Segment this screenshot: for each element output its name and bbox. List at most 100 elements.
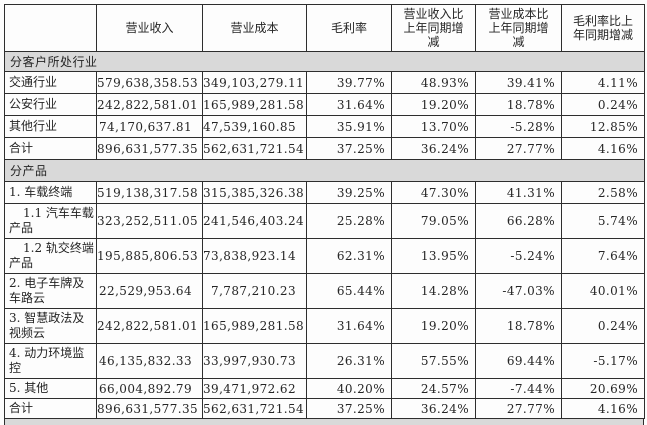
cell-revenue: 242,822,581.01: [96, 308, 203, 344]
row-label: 公安行业: [4, 93, 97, 116]
cell-revenue-yoy: 14.28%: [391, 273, 476, 309]
cell-margin-yoy: 4.16%: [561, 137, 645, 160]
cell-revenue: 195,885,806.53: [96, 238, 203, 274]
cell-revenue-yoy: 47.30%: [391, 181, 476, 204]
column-header-cost: 营业成本: [202, 4, 307, 52]
column-header-revenue-yoy: 营业收入比上年同期增减: [391, 4, 476, 52]
cell-cost-yoy: 18.78%: [475, 93, 562, 116]
section-title-by-product: 分产品: [4, 159, 645, 182]
cell-revenue-yoy: 48.93%: [391, 71, 476, 94]
column-header-margin-yoy: 毛利率比上年同期增减: [561, 4, 645, 52]
cell-gross-margin: 25.28%: [306, 203, 392, 239]
cell-gross-margin: 35.91%: [306, 115, 392, 138]
row-label: 2. 电子车牌及车路云: [4, 273, 97, 309]
column-header-cost-yoy: 营业成本比上年同期增减: [475, 4, 562, 52]
column-header-revenue: 营业收入: [96, 4, 203, 52]
section-header-row: 分产品: [4, 159, 645, 182]
row-label: 交通行业: [4, 71, 97, 94]
cell-revenue: 579,638,358.53: [96, 71, 203, 94]
row-label: 3. 智慧政法及视频云: [4, 308, 97, 344]
cell-revenue: 896,631,577.35: [96, 137, 203, 160]
cell-cost: 165,989,281.58: [202, 308, 307, 344]
table-row: 其他行业 74,170,637.81 47,539,160.85 35.91% …: [4, 115, 645, 138]
cell-margin-yoy: 40.01%: [561, 273, 645, 309]
cell-cost-yoy: 18.78%: [475, 308, 562, 344]
cell-cost: 47,539,160.85: [202, 115, 307, 138]
cell-margin-yoy: 12.85%: [561, 115, 645, 138]
table-row: 1. 车载终端 519,138,317.58 315,385,326.38 39…: [4, 181, 645, 204]
cell-margin-yoy: 2.58%: [561, 181, 645, 204]
cell-cost: 7,787,210.23: [202, 273, 307, 309]
cell-cost-yoy: 41.31%: [475, 181, 562, 204]
cell-cost: 73,838,923.14: [202, 238, 307, 274]
cell-cost-yoy: 69.44%: [475, 343, 562, 379]
table-row: 1.2 轨交终端产品 195,885,806.53 73,838,923.14 …: [4, 238, 645, 274]
table-row: 5. 其他 66,004,892.79 39,471,972.62 40.20%…: [4, 378, 645, 399]
cell-gross-margin: 65.44%: [306, 273, 392, 309]
cell-cost: 241,546,403.24: [202, 203, 307, 239]
table-row: 3. 智慧政法及视频云 242,822,581.01 165,989,281.5…: [4, 308, 645, 344]
cell-gross-margin: 31.64%: [306, 308, 392, 344]
cell-revenue: 74,170,637.81: [96, 115, 203, 138]
cell-gross-margin: 40.20%: [306, 378, 392, 399]
report-table-container: 营业收入 营业成本 毛利率 营业收入比上年同期增减 营业成本比上年同期增减 毛利…: [4, 4, 645, 425]
cell-revenue-yoy: 79.05%: [391, 203, 476, 239]
table-row: 2. 电子车牌及车路云 22,529,953.64 7,787,210.23 6…: [4, 273, 645, 309]
cell-revenue: 323,252,511.05: [96, 203, 203, 239]
row-label: 1. 车载终端: [4, 181, 97, 204]
cell-gross-margin: 39.25%: [306, 181, 392, 204]
cell-cost: 562,631,721.54: [202, 137, 307, 160]
table-row-total: 合计 896,631,577.35 562,631,721.54 37.25% …: [4, 137, 645, 160]
row-label: 1.1 汽车车载产品: [4, 203, 97, 239]
row-label: 1.2 轨交终端产品: [4, 238, 97, 274]
cell-cost-yoy: 39.41%: [475, 71, 562, 94]
cell-revenue-yoy: 24.57%: [391, 378, 476, 399]
cell-cost-yoy: -7.44%: [475, 378, 562, 399]
cell-revenue: 519,138,317.58: [96, 181, 203, 204]
cell-revenue-yoy: 13.70%: [391, 115, 476, 138]
cell-margin-yoy: 20.69%: [561, 378, 645, 399]
cell-gross-margin: 39.77%: [306, 71, 392, 94]
cell-cost-yoy: -5.24%: [475, 238, 562, 274]
row-label: 5. 其他: [4, 378, 97, 399]
table-row: 公安行业 242,822,581.01 165,989,281.58 31.64…: [4, 93, 645, 116]
cell-cost-yoy: -5.28%: [475, 115, 562, 138]
cell-gross-margin: 26.31%: [306, 343, 392, 379]
cell-cost-yoy: 66.28%: [475, 203, 562, 239]
cell-margin-yoy: 0.24%: [561, 93, 645, 116]
table-row: 交通行业 579,638,358.53 349,103,279.11 39.77…: [4, 71, 645, 94]
row-label: 4. 动力环境监控: [4, 343, 97, 379]
cell-revenue-yoy: 19.20%: [391, 308, 476, 344]
row-label: 合计: [4, 137, 97, 160]
cell-margin-yoy: 0.24%: [561, 308, 645, 344]
cell-revenue: 66,004,892.79: [96, 378, 203, 399]
cell-margin-yoy: 5.74%: [561, 203, 645, 239]
cell-revenue: 46,135,832.33: [96, 343, 203, 379]
cell-cost: 165,989,281.58: [202, 93, 307, 116]
cell-revenue-yoy: 36.24%: [391, 137, 476, 160]
cell-cost: 315,385,326.38: [202, 181, 307, 204]
section-title-by-industry: 分客户所处行业: [4, 51, 645, 72]
corner-cell: [4, 4, 97, 52]
cell-cost-yoy: -47.03%: [475, 273, 562, 309]
cell-margin-yoy: 7.64%: [561, 238, 645, 274]
cell-margin-yoy: -5.17%: [561, 343, 645, 379]
column-header-gross-margin: 毛利率: [306, 4, 392, 52]
table-row: 4. 动力环境监控 46,135,832.33 33,997,930.73 26…: [4, 343, 645, 379]
cell-gross-margin: 37.25%: [306, 137, 392, 160]
row-label: 其他行业: [4, 115, 97, 138]
cell-cost: 33,997,930.73: [202, 343, 307, 379]
table-header-row: 营业收入 营业成本 毛利率 营业收入比上年同期增减 营业成本比上年同期增减 毛利…: [4, 4, 645, 52]
cell-cost-yoy: 27.77%: [475, 137, 562, 160]
revenue-breakdown-table: 营业收入 营业成本 毛利率 营业收入比上年同期增减 营业成本比上年同期增减 毛利…: [4, 4, 645, 419]
cell-revenue-yoy: 19.20%: [391, 93, 476, 116]
cell-revenue-yoy: 57.55%: [391, 343, 476, 379]
cell-cost: 39,471,972.62: [202, 378, 307, 399]
next-section-strip: [4, 419, 644, 425]
cell-revenue-yoy: 13.95%: [391, 238, 476, 274]
cell-margin-yoy: 4.11%: [561, 71, 645, 94]
cell-cost: 349,103,279.11: [202, 71, 307, 94]
section-header-row: 分客户所处行业: [4, 51, 645, 72]
table-row: 1.1 汽车车载产品 323,252,511.05 241,546,403.24…: [4, 203, 645, 239]
cell-revenue: 22,529,953.64: [96, 273, 203, 309]
